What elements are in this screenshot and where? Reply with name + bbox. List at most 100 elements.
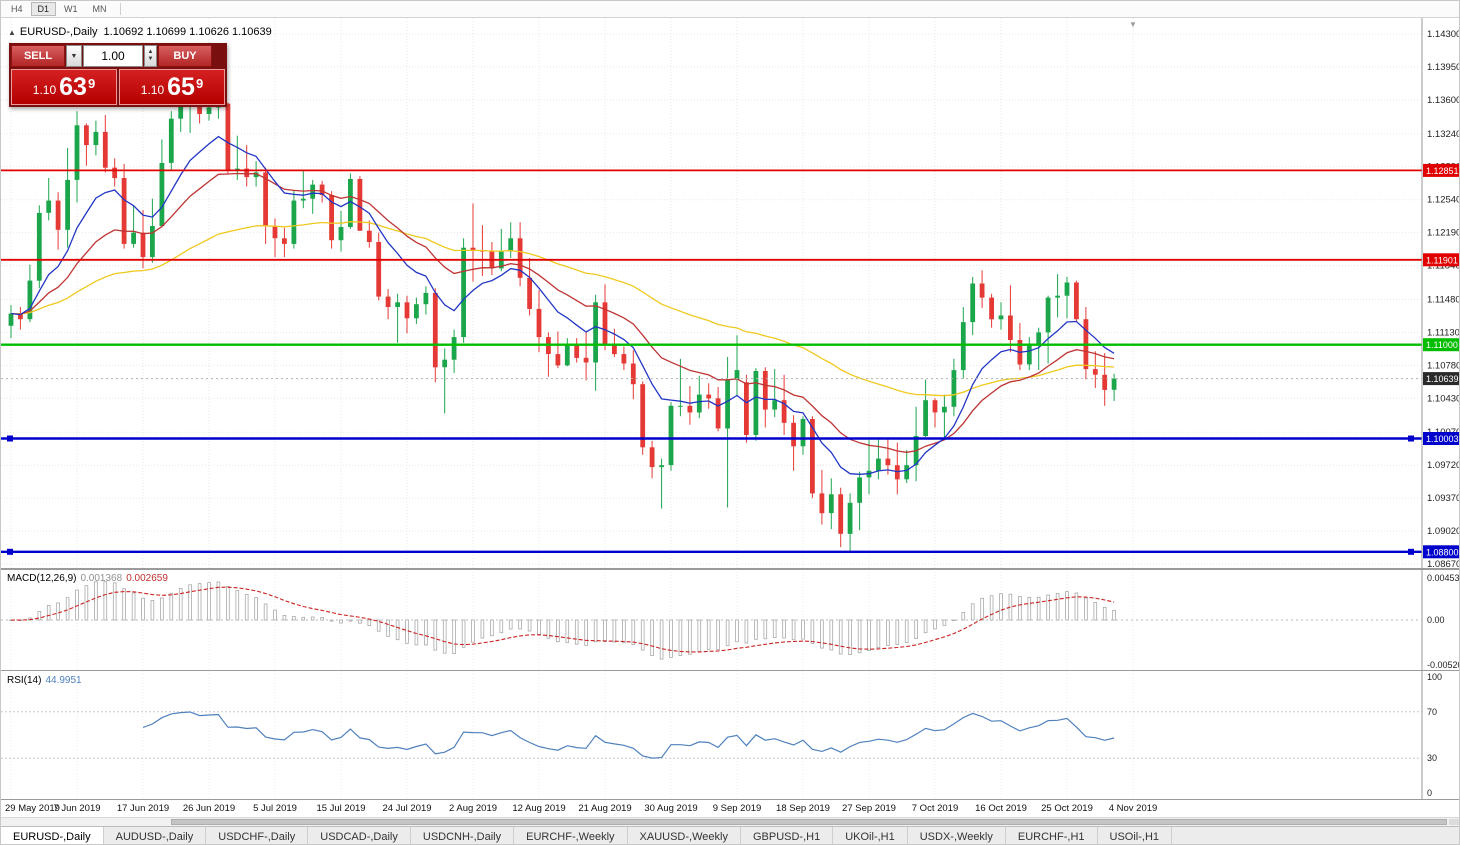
chart-tab-eurusd-daily[interactable]: EURUSD-,Daily xyxy=(1,827,104,844)
rsi-value: 44.9951 xyxy=(45,675,82,686)
time-axis-label: 24 Jul 2019 xyxy=(382,803,432,814)
timeframe-toolbar: H4 D1 W1 MN xyxy=(1,1,1459,18)
chart-tab-usdcad-daily[interactable]: USDCAD-,Daily xyxy=(308,827,411,844)
svg-text:1.13240: 1.13240 xyxy=(1427,129,1460,140)
time-axis-label: 26 Jun 2019 xyxy=(182,803,236,814)
chart-tab-gbpusd-h1[interactable]: GBPUSD-,H1 xyxy=(741,827,834,844)
time-axis-label: 27 Sep 2019 xyxy=(842,803,896,814)
main-chart-canvas[interactable]: 1.143001.139501.136001.132401.128901.125… xyxy=(1,18,1460,569)
svg-text:1.09720: 1.09720 xyxy=(1427,460,1460,471)
chart-tab-audusd-daily[interactable]: AUDUSD-,Daily xyxy=(104,827,207,844)
volume-dropdown-button[interactable]: ▼ xyxy=(66,45,82,67)
time-axis-label: 2 Aug 2019 xyxy=(448,803,498,814)
chart-ohlc-values: 1.10692 1.10699 1.10626 1.10639 xyxy=(103,26,272,38)
rsi-name: RSI(14) xyxy=(7,675,42,686)
time-axis-label: 21 Aug 2019 xyxy=(578,803,632,814)
svg-text:1.11901: 1.11901 xyxy=(1426,255,1458,265)
chart-tab-usdchf-daily[interactable]: USDCHF-,Daily xyxy=(206,827,309,844)
svg-text:1.09020: 1.09020 xyxy=(1427,526,1460,537)
svg-text:1.12540: 1.12540 xyxy=(1427,195,1460,206)
svg-text:1.10639: 1.10639 xyxy=(1426,374,1459,384)
svg-text:100: 100 xyxy=(1427,672,1442,682)
svg-text:1.11130: 1.11130 xyxy=(1427,327,1460,338)
time-axis-label: 15 Jul 2019 xyxy=(316,803,366,814)
sell-price-big: 63 xyxy=(59,73,87,101)
svg-text:-0.00520: -0.00520 xyxy=(1427,660,1460,670)
time-axis[interactable]: 29 May 2019 7 Jun 2019 17 Jun 2019 26 Jun 2… xyxy=(1,799,1459,817)
sell-price-button[interactable]: 1.10 63 9 xyxy=(11,69,117,105)
svg-text:1.09370: 1.09370 xyxy=(1427,493,1460,504)
chart-tab-eurchf-h1[interactable]: EURCHF-,H1 xyxy=(1006,827,1098,844)
timeframe-d1[interactable]: D1 xyxy=(30,2,57,16)
macd-main-value: 0.001368 xyxy=(80,573,123,584)
svg-text:0.004536: 0.004536 xyxy=(1427,573,1460,583)
rsi-label: RSI(14) 44.9951 xyxy=(7,675,82,686)
timeframe-w1[interactable]: W1 xyxy=(64,4,78,14)
svg-text:1.11000: 1.11000 xyxy=(1426,340,1458,350)
chart-tab-ukoil-h1[interactable]: UKOil-,H1 xyxy=(833,827,908,844)
chart-tab-usdcnh-daily[interactable]: USDCNH-,Daily xyxy=(411,827,515,844)
time-axis-label: 17 Jun 2019 xyxy=(116,803,170,814)
chart-header: ▲ EURUSD-,Daily 1.10692 1.10699 1.10626 1.… xyxy=(8,26,272,38)
svg-text:0.00: 0.00 xyxy=(1427,615,1445,625)
macd-label: MACD(12,26,9) 0.001368 0.002659 xyxy=(7,573,168,584)
horizontal-scrollbar[interactable] xyxy=(1,817,1459,826)
time-axis-label: 7 Oct 2019 xyxy=(911,803,959,814)
chart-tab-xauusd-weekly[interactable]: XAUUSD-,Weekly xyxy=(628,827,741,844)
svg-text:1.13950: 1.13950 xyxy=(1427,62,1460,73)
chart-tab-eurchf-weekly[interactable]: EURCHF-,Weekly xyxy=(514,827,628,844)
toolbar-divider xyxy=(119,3,121,15)
buy-price-button[interactable]: 1.10 65 9 xyxy=(119,69,225,105)
scrollbar-corner xyxy=(1449,819,1459,825)
buy-price-big: 65 xyxy=(167,73,195,101)
svg-text:1.14300: 1.14300 xyxy=(1427,29,1460,40)
chart-menu-icon[interactable]: ▼ xyxy=(1129,20,1137,29)
macd-indicator-canvas[interactable]: 0.004536 0.00 -0.00520 xyxy=(1,569,1460,671)
sell-price-pip: 9 xyxy=(87,76,96,91)
svg-text:1.08670: 1.08670 xyxy=(1427,559,1460,569)
svg-text:1.12190: 1.12190 xyxy=(1427,228,1460,239)
spinner-up-icon[interactable]: ▲ xyxy=(147,49,154,56)
sell-price-prefix: 1.10 xyxy=(32,83,57,97)
oneclick-collapse-icon[interactable]: ▲ xyxy=(8,28,16,37)
buy-price-pip: 9 xyxy=(195,76,204,91)
chart-tab-bar: EURUSD-,Daily AUDUSD-,Daily USDCHF-,Daily U… xyxy=(1,826,1459,844)
macd-signal-value: 0.002659 xyxy=(126,573,168,584)
time-axis-label: 16 Oct 2019 xyxy=(975,803,1027,814)
svg-text:0: 0 xyxy=(1427,788,1432,798)
svg-text:1.10003: 1.10003 xyxy=(1426,434,1459,444)
svg-text:30: 30 xyxy=(1427,753,1437,763)
svg-text:70: 70 xyxy=(1427,707,1437,717)
time-axis-label: 5 Jul 2019 xyxy=(253,803,297,814)
time-axis-label: 7 Jun 2019 xyxy=(53,803,101,814)
buy-price-prefix: 1.10 xyxy=(140,83,165,97)
buy-button[interactable]: BUY xyxy=(158,45,212,67)
svg-text:1.10780: 1.10780 xyxy=(1427,360,1460,371)
chevron-down-icon: ▼ xyxy=(70,52,78,60)
volume-input[interactable] xyxy=(83,45,143,67)
volume-spinner[interactable]: ▲ ▼ xyxy=(144,45,157,67)
time-axis-label: 30 Aug 2019 xyxy=(644,803,698,814)
macd-name: MACD(12,26,9) xyxy=(7,573,77,584)
time-axis-label: 29 May 2019 xyxy=(5,803,60,814)
chart-tab-usoil-h1[interactable]: USOil-,H1 xyxy=(1098,827,1173,844)
timeframe-mn[interactable]: MN xyxy=(92,4,107,14)
timeframe-button-group: H4 D1 W1 MN xyxy=(4,2,115,16)
sell-button[interactable]: SELL xyxy=(11,45,65,67)
time-axis-label: 9 Sep 2019 xyxy=(712,803,762,814)
spinner-down-icon[interactable]: ▼ xyxy=(147,56,154,62)
svg-text:1.12851: 1.12851 xyxy=(1426,166,1459,176)
rsi-indicator-canvas[interactable]: 100 70 30 0 xyxy=(1,671,1460,799)
time-axis-label: 4 Nov 2019 xyxy=(1108,803,1158,814)
svg-text:1.10430: 1.10430 xyxy=(1427,393,1460,404)
time-axis-label: 18 Sep 2019 xyxy=(776,803,830,814)
timeframe-h4[interactable]: H4 xyxy=(11,4,23,14)
scrollbar-thumb[interactable] xyxy=(171,819,1447,825)
svg-text:1.11480: 1.11480 xyxy=(1427,295,1460,306)
chart-title: EURUSD-,Daily xyxy=(19,26,98,38)
chart-tab-usdx-weekly[interactable]: USDX-,Weekly xyxy=(908,827,1006,844)
time-axis-label: 12 Aug 2019 xyxy=(512,803,566,814)
time-axis-label: 25 Oct 2019 xyxy=(1041,803,1093,814)
